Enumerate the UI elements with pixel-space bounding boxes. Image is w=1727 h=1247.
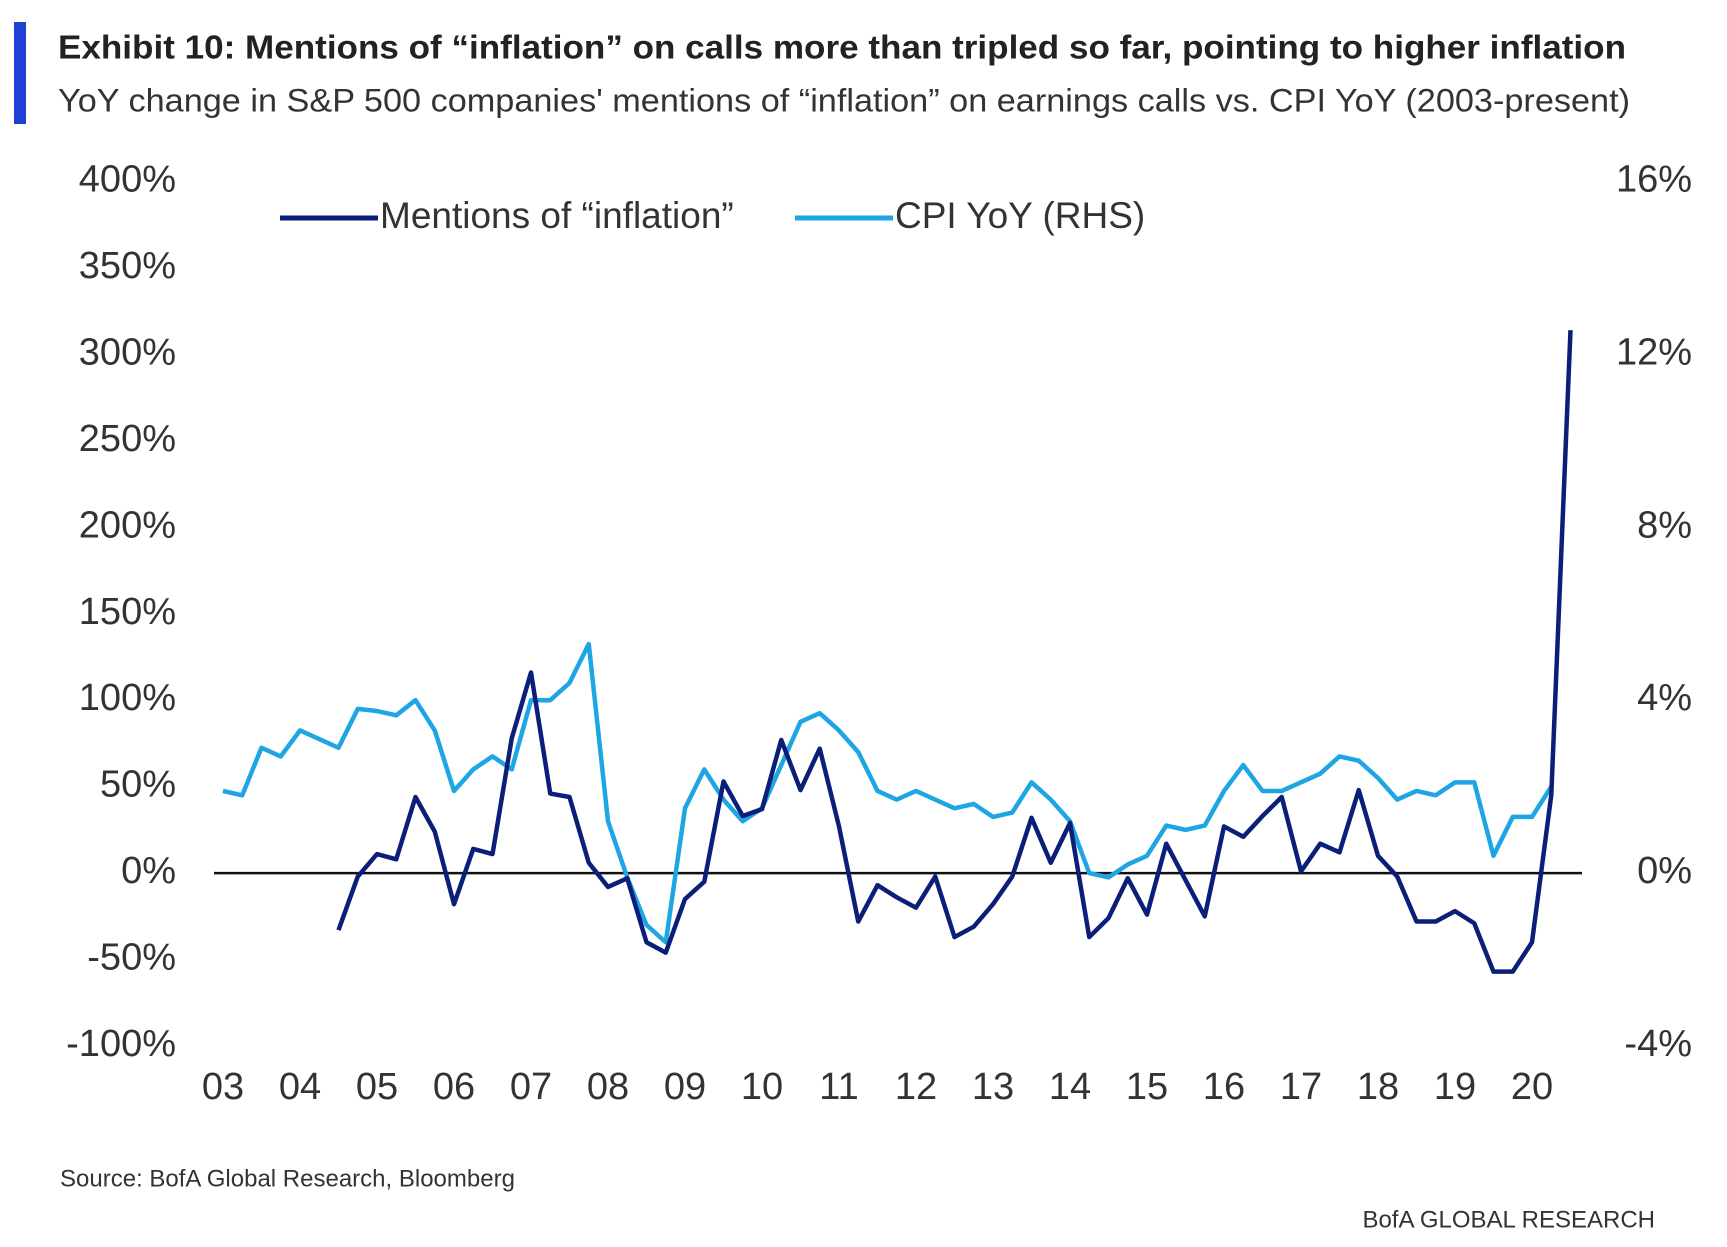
x-tick-label: 08 [587, 1066, 629, 1108]
y-tick-label: 0% [121, 850, 176, 892]
x-tick-label: 05 [356, 1066, 398, 1108]
x-tick-label: 10 [741, 1066, 783, 1108]
y-tick-label: 50% [100, 764, 176, 806]
y-tick-label: -100% [66, 1023, 176, 1065]
y-tick-label: 150% [79, 591, 176, 633]
legend-label: CPI YoY (RHS) [895, 195, 1145, 236]
series-line [222, 641, 1554, 945]
chart-title: Exhibit 10: Mentions of “inflation” on c… [58, 29, 1626, 66]
x-tick-label: 16 [1203, 1066, 1245, 1108]
x-tick-label: 15 [1126, 1066, 1168, 1108]
title-accent [14, 22, 26, 124]
branding: BofA GLOBAL RESEARCH [1362, 1206, 1655, 1233]
series-line [336, 330, 1573, 974]
y-tick-label: 200% [79, 504, 176, 546]
y2-tick-label: -4% [1624, 1023, 1692, 1065]
y2-tick-label: 8% [1637, 504, 1692, 546]
chart-subtitle: YoY change in S&P 500 companies' mention… [58, 82, 1630, 118]
x-tick-label: 04 [279, 1066, 321, 1108]
y2-tick-label: 4% [1637, 677, 1692, 719]
x-tick-label: 07 [510, 1066, 552, 1108]
y-tick-label: 250% [79, 418, 176, 460]
x-tick-label: 19 [1434, 1066, 1476, 1108]
x-tick-label: 18 [1357, 1066, 1399, 1108]
x-tick-label: 06 [433, 1066, 475, 1108]
x-tick-label: 09 [664, 1066, 706, 1108]
y-tick-label: 350% [79, 245, 176, 287]
x-tick-label: 17 [1280, 1066, 1322, 1108]
y-tick-label: 100% [79, 677, 176, 719]
source-note: Source: BofA Global Research, Bloomberg [60, 1165, 515, 1192]
y-tick-label: 300% [79, 331, 176, 373]
y2-tick-label: 16% [1616, 159, 1692, 201]
x-tick-label: 20 [1511, 1066, 1553, 1108]
legend-label: Mentions of “inflation” [380, 195, 734, 236]
x-tick-label: 14 [1049, 1066, 1091, 1108]
y2-tick-label: 12% [1616, 331, 1692, 373]
x-tick-label: 12 [895, 1066, 937, 1108]
x-tick-label: 11 [819, 1066, 858, 1108]
y2-tick-label: 0% [1637, 850, 1692, 892]
x-tick-label: 13 [972, 1066, 1014, 1108]
x-tick-label: 03 [202, 1066, 244, 1108]
y-tick-label: 400% [79, 159, 176, 201]
y-tick-label: -50% [87, 937, 176, 979]
